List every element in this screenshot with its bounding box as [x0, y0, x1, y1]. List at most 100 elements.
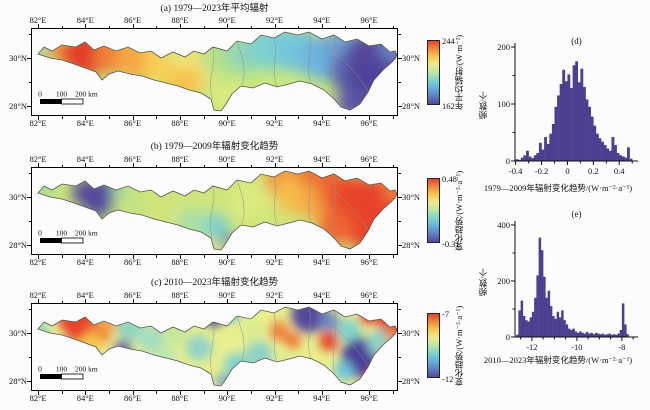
histogram-bar [601, 141, 604, 161]
histogram-bar [557, 95, 560, 161]
lon-tick-label: 96°E [360, 393, 378, 403]
histogram-bar [617, 333, 620, 337]
sub-basin-boundary [321, 38, 369, 92]
sub-basin-boundary [236, 179, 245, 225]
map-tick [61, 391, 63, 394]
lon-tick-label: 90°E [218, 118, 236, 128]
map-tick [392, 116, 394, 119]
histogram-bar [534, 297, 537, 337]
basin-outline [37, 306, 398, 387]
lon-tick-label: 82°E [29, 257, 47, 267]
map-tick [250, 255, 252, 258]
lon-tick-label: 88°E [171, 154, 189, 164]
map-tick [274, 391, 276, 395]
map-tick [321, 391, 323, 395]
panel-a-title: (a) 1979—2023年平均辐射 [160, 4, 269, 14]
map-tick [345, 300, 347, 303]
sub-basin-boundary [273, 312, 278, 362]
map-tick [203, 255, 205, 258]
histogram-bar [580, 68, 584, 161]
basin-raster-a [38, 32, 397, 111]
histogram-bar [624, 324, 627, 337]
map-tick [345, 116, 347, 119]
scale-bar-label: 100 [56, 90, 68, 99]
sub-basin-boundary [308, 307, 312, 360]
histogram-bar [523, 155, 527, 161]
hist-x-tick-label: -10 [571, 342, 583, 352]
map-tick [85, 299, 87, 303]
map-tick [27, 245, 31, 246]
lon-tick-label: 86°E [124, 118, 142, 128]
histogram-bar [582, 86, 586, 161]
histogram-bar [528, 156, 532, 161]
colorbar-b-label: 变化趋势/(W·m⁻²·a⁻¹) [454, 170, 464, 251]
lon-tick-label: 96°E [360, 257, 378, 267]
histogram-bar [599, 334, 602, 337]
histogram-bar [567, 328, 571, 337]
histogram-bar [588, 106, 592, 161]
histogram-bar [579, 331, 582, 337]
map-tick [321, 299, 323, 303]
map-tick [108, 25, 110, 28]
histogram-bar [581, 332, 584, 337]
map-tick [132, 391, 134, 395]
histogram-bar [538, 142, 542, 161]
histogram-bar [614, 145, 617, 161]
map-tick [179, 24, 181, 28]
scale-bar: 0 100 200 km [38, 365, 98, 380]
lat-tick-label: 30°N [8, 192, 27, 202]
lon-tick-label: 90°E [218, 290, 236, 300]
histogram-bar [595, 133, 599, 161]
histogram-bar [624, 157, 628, 161]
sub-basin-boundary [236, 315, 245, 361]
colorbar-c [427, 313, 440, 378]
map-tick [61, 300, 63, 303]
panel-b-map: 0 100 200 km [31, 167, 398, 255]
map-tick [27, 197, 31, 198]
histogram-bar [621, 303, 625, 337]
map-tick [398, 106, 402, 107]
histogram-bar [515, 159, 519, 161]
map-tick [298, 300, 300, 303]
lon-tick-label: 96°E [360, 15, 378, 25]
map-tick [392, 300, 394, 303]
histogram-bar [516, 334, 519, 337]
histogram-bar [538, 237, 542, 337]
map-tick [274, 163, 276, 167]
histogram-bar [527, 321, 530, 337]
map-tick [345, 164, 347, 167]
lon-tick-label: 82°E [29, 393, 47, 403]
map-tick [85, 116, 87, 120]
map-tick [398, 333, 402, 334]
sub-basin-boundary [308, 171, 312, 224]
map-tick [203, 116, 205, 119]
lon-tick-label: 92°E [265, 154, 284, 164]
histogram-bars [516, 237, 629, 337]
lat-tick-label: 30°N [8, 53, 27, 63]
map-tick [398, 173, 401, 174]
basin-outline [37, 31, 398, 112]
colorbar-a-min: 162 [442, 101, 455, 111]
histogram-bar [576, 332, 580, 337]
scale-bar-label: 200 km [75, 90, 98, 99]
histogram-bar [549, 306, 553, 337]
histogram-d-title: (d) [571, 36, 582, 46]
histogram-bar [627, 147, 630, 161]
map-tick [108, 116, 110, 119]
map-tick [132, 255, 134, 259]
histogram-bar [615, 334, 618, 337]
map-tick [298, 164, 300, 167]
lat-tick-label: 28°N [8, 376, 27, 386]
histogram-bar [520, 157, 524, 161]
panel-a-map: 0 100 200 km [31, 28, 398, 116]
scale-bar-label: 200 km [75, 229, 98, 238]
histogram-bar [603, 334, 607, 337]
map-tick [38, 299, 39, 303]
map-tick [398, 34, 401, 35]
map-tick [203, 300, 205, 303]
lon-tick-label: 84°E [76, 154, 94, 164]
map-tick [28, 357, 31, 358]
lon-tick-label: 82°E [29, 290, 47, 300]
axes [511, 221, 638, 341]
lon-tick-label: 92°E [265, 290, 284, 300]
